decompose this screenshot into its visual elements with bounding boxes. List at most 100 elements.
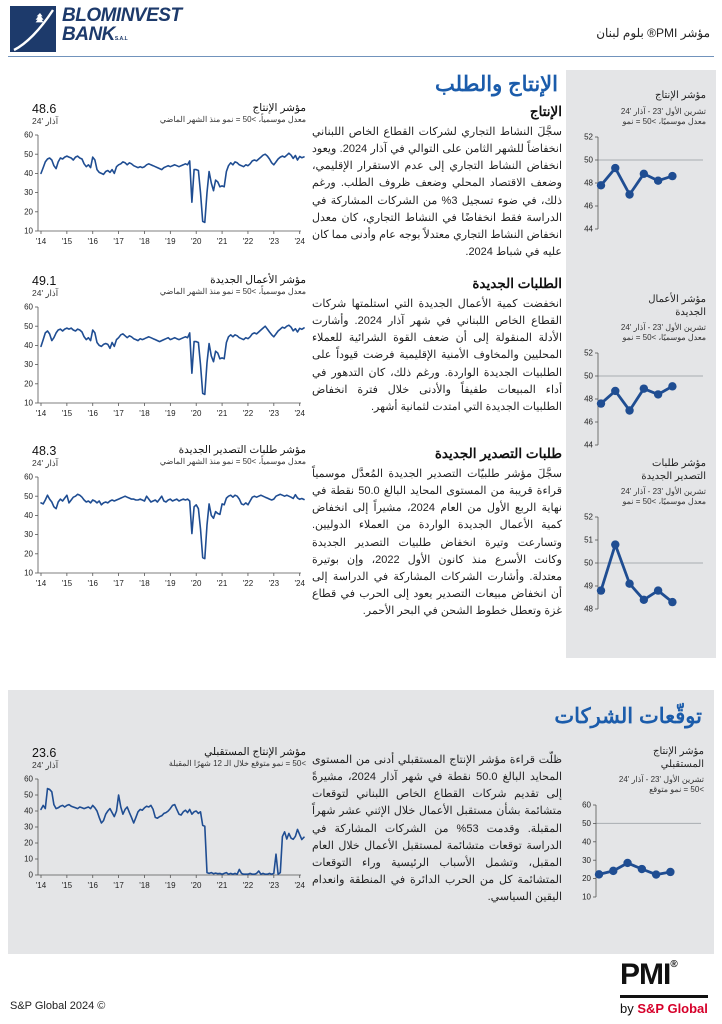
- cedar-icon: [35, 13, 44, 23]
- svg-text:'18: '18: [139, 237, 150, 246]
- svg-text:'21: '21: [217, 409, 228, 418]
- chart-title: مؤشر طلبات التصدير الجديدة: [178, 444, 306, 456]
- chart-plot: 10 20 30 40 50 60 '14 '15 '16 '17 '18 '19 '20 '21 '22 '…: [14, 129, 306, 252]
- svg-text:52: 52: [584, 349, 593, 358]
- mini-chart-range: تشرين الأول '23 - آذار '24: [618, 775, 704, 784]
- block-heading: الطلبات الجديدة: [472, 276, 562, 291]
- chart-subtitle: معدل موسمياً، >50 = نمو منذ الشهر الماضي: [159, 457, 306, 466]
- svg-text:44: 44: [584, 224, 593, 233]
- svg-text:10: 10: [24, 399, 33, 408]
- chart-subtitle: >50 = نمو متوقع خلال الـ 12 شهرًا المقبل…: [168, 759, 306, 768]
- pmi-byline: by S&P Global: [620, 1001, 708, 1016]
- svg-text:10: 10: [582, 893, 591, 902]
- chart-plot: 10 20 30 40 50 60 '14 '15 '16 '17 '18 '19 '20 '21 '22 '…: [14, 471, 306, 594]
- svg-text:60: 60: [582, 801, 591, 810]
- block-heading: الإنتاج: [529, 104, 562, 119]
- chart-titles: مؤشر الإنتاج معدل موسمياً، >50 = نمو منذ…: [160, 102, 306, 124]
- text-block-output: الإنتاج سجَّلَ النشاط التجاري لشركات الق…: [312, 104, 562, 261]
- svg-text:40: 40: [24, 807, 33, 816]
- svg-text:48: 48: [584, 178, 593, 187]
- block-body: سجَّلَ النشاط التجاري لشركات القطاع الخا…: [312, 126, 563, 259]
- mini-chart-new-orders: مؤشر الأعمال الجديدة تشرين الأول '23 - آ…: [574, 294, 706, 455]
- latest-value: 23.6: [32, 746, 57, 760]
- svg-text:'19: '19: [165, 881, 176, 890]
- mini-chart-plot: 10 20 30 40 50 60: [572, 794, 704, 907]
- svg-text:30: 30: [582, 856, 591, 865]
- block-body: انخفضت كمية الأعمال الجديدة التي استلمته…: [312, 298, 562, 413]
- brand-wordmark: BLOMINVEST BANKS.A.L: [62, 6, 182, 44]
- svg-text:30: 30: [24, 188, 33, 197]
- latest-value: 48.3: [32, 444, 57, 458]
- header-divider: [8, 56, 714, 57]
- svg-text:'22: '22: [243, 579, 254, 588]
- mini-chart-note: معدل موسميًا، >50 = نمو: [622, 116, 706, 126]
- svg-text:20: 20: [24, 207, 33, 216]
- svg-text:10: 10: [24, 569, 33, 578]
- copyright: S&P Global 2024 ©: [10, 1000, 106, 1012]
- chart-header: 48.6 آذار '24 مؤشر الإنتاج معدل موسمياً،…: [14, 102, 306, 127]
- svg-text:50: 50: [584, 155, 593, 164]
- svg-text:'22: '22: [243, 237, 254, 246]
- svg-text:60: 60: [24, 131, 33, 140]
- chart-latest: 23.6 آذار '24: [14, 746, 58, 771]
- document-title: مؤشر PMI® بلوم لبنان: [596, 26, 710, 40]
- svg-text:'18: '18: [139, 881, 150, 890]
- svg-text:40: 40: [24, 511, 33, 520]
- chart-title: مؤشر الأعمال الجديدة: [210, 274, 306, 286]
- svg-text:'15: '15: [62, 409, 73, 418]
- svg-text:10: 10: [24, 855, 33, 864]
- svg-text:'22: '22: [243, 881, 254, 890]
- svg-text:'23: '23: [269, 409, 280, 418]
- svg-text:'16: '16: [88, 409, 99, 418]
- svg-text:'16: '16: [88, 579, 99, 588]
- mini-chart-range: تشرين الأول '23 - آذار '24: [620, 323, 706, 332]
- chart-new-export-orders: 48.3 آذار '24 مؤشر طلبات التصدير الجديدة…: [14, 444, 306, 594]
- block-body: سجَّلَ مؤشر طلبيّات التصدير الجديدة المُ…: [312, 468, 563, 618]
- svg-text:'23: '23: [269, 579, 280, 588]
- svg-text:'15: '15: [62, 579, 73, 588]
- svg-text:46: 46: [584, 201, 593, 210]
- svg-text:'20: '20: [191, 237, 202, 246]
- svg-text:10: 10: [24, 227, 33, 236]
- svg-text:'17: '17: [113, 881, 124, 890]
- svg-text:'24: '24: [294, 579, 305, 588]
- mini-chart-future-output: مؤشر الإنتاج المستقبلي تشرين الأول '23 -…: [572, 746, 704, 907]
- svg-text:'18: '18: [139, 579, 150, 588]
- mini-chart-note: معدل موسميًا، >50 = نمو: [622, 333, 706, 342]
- svg-text:20: 20: [24, 379, 33, 388]
- svg-text:'23: '23: [269, 237, 280, 246]
- chart-title: مؤشر الإنتاج: [252, 102, 306, 114]
- chart-titles: مؤشر الإنتاج المستقبلي >50 = نمو متوقع خ…: [169, 746, 306, 768]
- svg-text:'17: '17: [113, 237, 124, 246]
- svg-text:'23: '23: [269, 881, 280, 890]
- chart-new-orders: 49.1 آذار '24 مؤشر الأعمال الجديدة معدل …: [14, 274, 306, 424]
- svg-text:0: 0: [29, 871, 34, 880]
- latest-period: آذار '24: [32, 288, 59, 298]
- mini-chart-new-export-orders: مؤشر طلبات التصدير الجديدة تشرين الأول '…: [574, 458, 706, 619]
- chart-latest: 49.1 آذار '24: [14, 274, 58, 299]
- latest-period: آذار '24: [32, 116, 59, 126]
- svg-text:'20: '20: [191, 409, 202, 418]
- brand-line2: BANKS.A.L: [62, 24, 128, 45]
- pmi-logo: PMI® by S&P Global: [620, 960, 708, 1016]
- svg-text:'21: '21: [217, 579, 228, 588]
- mini-chart-note: >50 = نمو متوقع: [649, 785, 704, 794]
- svg-text:'21: '21: [217, 881, 228, 890]
- svg-text:'22: '22: [243, 409, 254, 418]
- svg-text:60: 60: [24, 775, 33, 784]
- svg-text:52: 52: [584, 513, 593, 522]
- mini-chart-note: معدل موسميًا، >50 = نمو: [622, 497, 706, 506]
- mini-chart-title: مؤشر طلبات التصدير الجديدة: [641, 458, 706, 482]
- section-title-output-demand: الإنتاج والطلب: [435, 73, 558, 96]
- svg-text:40: 40: [582, 837, 591, 846]
- chart-title: مؤشر الإنتاج المستقبلي: [204, 746, 306, 758]
- svg-text:20: 20: [582, 874, 591, 883]
- svg-text:'24: '24: [294, 409, 305, 418]
- chart-subtitle: معدل موسمياً، >50 = نمو منذ الشهر الماضي: [159, 115, 306, 124]
- mini-chart-range: تشرين الأول '23 - آذار '24: [620, 487, 706, 496]
- svg-text:'20: '20: [191, 579, 202, 588]
- svg-text:'17: '17: [113, 409, 124, 418]
- svg-text:60: 60: [24, 473, 33, 482]
- latest-period: آذار '24: [32, 760, 59, 770]
- chart-plot: 10 20 30 40 50 60 '14 '15 '16 '17 '18 '19 '20 '21 '22 '…: [14, 301, 306, 424]
